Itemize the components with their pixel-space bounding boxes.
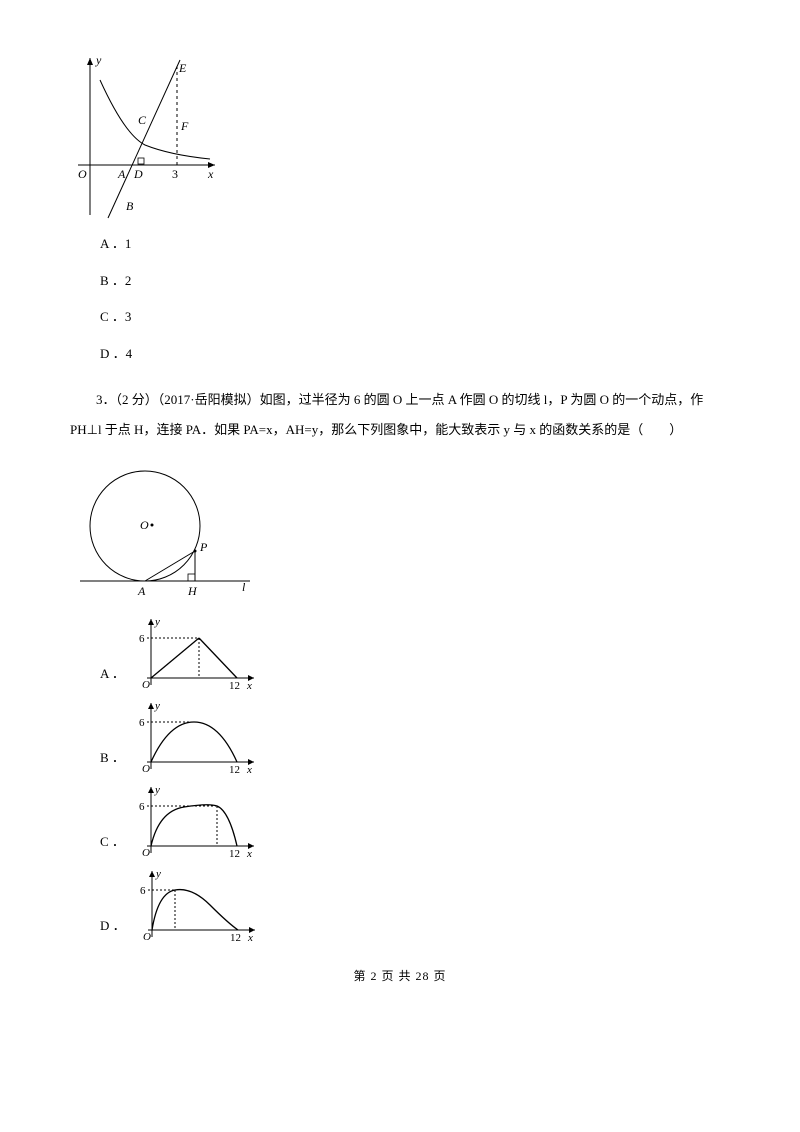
svg-text:O: O xyxy=(142,763,150,775)
svg-text:12: 12 xyxy=(230,932,241,944)
svg-text:O: O xyxy=(142,847,150,859)
svg-text:x: x xyxy=(247,932,253,944)
option-c-row: C ． y x O 6 12 xyxy=(100,781,730,861)
circle-center-label: O xyxy=(140,518,149,532)
svg-text:x: x xyxy=(246,764,252,776)
choice-b: B ．2 xyxy=(100,269,730,294)
origin-label: O xyxy=(78,167,87,181)
choice-d: D ．4 xyxy=(100,342,730,367)
svg-text:y: y xyxy=(154,700,160,712)
svg-text:12: 12 xyxy=(229,764,240,776)
question2-figure: y x O A D 3 B C E F xyxy=(70,50,730,220)
svg-text:6: 6 xyxy=(139,801,145,813)
svg-text:6: 6 xyxy=(139,633,145,645)
option-d-row: D ． y x O 6 12 xyxy=(100,865,730,945)
point-b-label: B xyxy=(126,199,134,213)
option-b-row: B ． y x O 6 12 xyxy=(100,697,730,777)
option-c-letter: C ． xyxy=(100,830,125,861)
point-a2-label: A xyxy=(137,584,146,598)
axis-y-label: y xyxy=(95,53,102,67)
point-e-label: E xyxy=(178,61,187,75)
svg-text:y: y xyxy=(155,868,161,880)
axis-x-label: x xyxy=(207,167,214,181)
option-c-graph: y x O 6 12 xyxy=(129,781,259,861)
option-d-letter: D ． xyxy=(100,914,126,945)
svg-text:12: 12 xyxy=(229,848,240,860)
question3-figure: O P A H l xyxy=(70,463,730,603)
svg-text:x: x xyxy=(246,680,252,692)
line-l-label: l xyxy=(242,580,246,594)
svg-text:x: x xyxy=(246,848,252,860)
tick-3-label: 3 xyxy=(172,167,178,181)
option-b-graph: y x O 6 12 xyxy=(129,697,259,777)
option-a-row: A ． y x O 6 12 xyxy=(100,613,730,693)
point-a-label: A xyxy=(117,167,126,181)
point-c-label: C xyxy=(138,113,147,127)
page-footer: 第 2 页 共 28 页 xyxy=(70,965,730,988)
svg-text:y: y xyxy=(154,784,160,796)
option-b-letter: B ． xyxy=(100,746,125,777)
point-h-label: H xyxy=(187,584,198,598)
svg-text:O: O xyxy=(142,679,150,691)
option-d-graph: y x O 6 12 xyxy=(130,865,260,945)
svg-text:y: y xyxy=(154,616,160,628)
option-a-letter: A ． xyxy=(100,662,125,693)
point-p-label: P xyxy=(199,540,208,554)
option-a-graph: y x O 6 12 xyxy=(129,613,259,693)
choice-c: C ．3 xyxy=(100,305,730,330)
svg-text:O: O xyxy=(143,931,151,943)
question3-text: 3．（2 分）（2017·岳阳模拟）如图，过半径为 6 的圆 O 上一点 A 作… xyxy=(70,385,730,445)
svg-text:6: 6 xyxy=(139,717,145,729)
svg-text:12: 12 xyxy=(229,680,240,692)
svg-text:6: 6 xyxy=(140,885,146,897)
choice-a: A ．1 xyxy=(100,232,730,257)
point-f-label: F xyxy=(180,119,189,133)
point-d-label: D xyxy=(133,167,143,181)
